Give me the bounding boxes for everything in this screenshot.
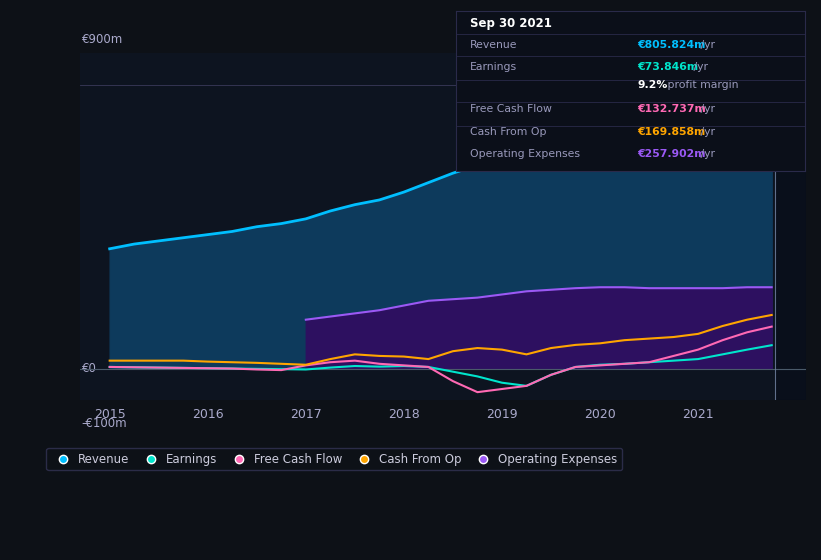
Text: 9.2%: 9.2% <box>637 81 667 90</box>
Text: /yr: /yr <box>690 62 709 72</box>
Text: Revenue: Revenue <box>470 40 517 50</box>
Text: Free Cash Flow: Free Cash Flow <box>470 104 552 114</box>
Bar <box>775 53 806 400</box>
Text: /yr: /yr <box>697 104 715 114</box>
Text: €169.858m: €169.858m <box>637 127 705 137</box>
Text: €257.902m: €257.902m <box>637 149 705 159</box>
Text: Cash From Op: Cash From Op <box>470 127 546 137</box>
Text: Operating Expenses: Operating Expenses <box>470 149 580 159</box>
Text: /yr: /yr <box>697 40 715 50</box>
Text: €132.737m: €132.737m <box>637 104 706 114</box>
Text: -€100m: -€100m <box>81 417 127 431</box>
Text: €805.824m: €805.824m <box>637 40 705 50</box>
Text: €900m: €900m <box>81 34 123 46</box>
Text: Earnings: Earnings <box>470 62 516 72</box>
Text: €73.846m: €73.846m <box>637 62 698 72</box>
Text: profit margin: profit margin <box>663 81 738 90</box>
Text: /yr: /yr <box>697 149 715 159</box>
Text: Sep 30 2021: Sep 30 2021 <box>470 17 552 30</box>
Text: /yr: /yr <box>697 127 715 137</box>
Legend: Revenue, Earnings, Free Cash Flow, Cash From Op, Operating Expenses: Revenue, Earnings, Free Cash Flow, Cash … <box>46 448 622 470</box>
Text: €0: €0 <box>81 362 97 375</box>
